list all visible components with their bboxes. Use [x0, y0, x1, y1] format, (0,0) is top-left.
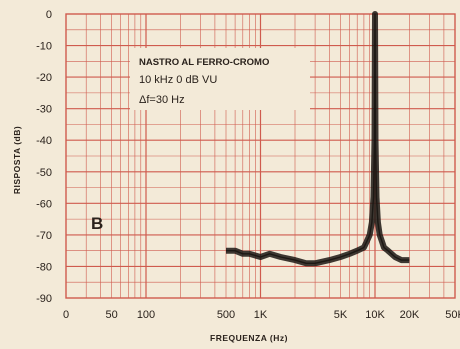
y-tick-label: 0: [46, 9, 52, 21]
x-tick-labels: 0 50 100 500 1K 5K 10K 20K 50K: [63, 309, 460, 321]
x-tick-label: 0: [63, 309, 69, 321]
annotation-line-2: Δf=30 Hz: [139, 94, 185, 106]
y-axis-title: RISPOSTA (dB): [12, 126, 22, 194]
panel-label: B: [91, 214, 103, 233]
series-trace: [226, 13, 410, 264]
x-axis-title: FREQUENZA (Hz): [210, 333, 288, 343]
x-tick-label: 500: [217, 309, 235, 321]
y-tick-labels: 0 -10 -20 -30 -40 -50 -60 -70 -80 -90: [36, 9, 52, 305]
y-tick-label: -20: [36, 72, 52, 84]
annotation-box: NASTRO AL FERRO-CROMO 10 kHz 0 dB VU Δf=…: [130, 48, 310, 110]
x-tick-label: 50K: [445, 309, 460, 321]
y-tick-label: -60: [36, 198, 52, 210]
y-tick-label: -40: [36, 135, 52, 147]
x-tick-label: 1K: [254, 309, 268, 321]
series-layer: [226, 11, 410, 267]
y-tick-label: -70: [36, 230, 52, 242]
y-tick-label: -10: [36, 41, 52, 53]
y-tick-label: -80: [36, 261, 52, 273]
x-tick-label: 5K: [334, 309, 348, 321]
plot-border: [65, 13, 456, 299]
y-tick-label: -50: [36, 167, 52, 179]
annotation-line-1: 10 kHz 0 dB VU: [139, 74, 217, 86]
x-tick-label: 100: [137, 309, 155, 321]
x-tick-label: 50: [105, 309, 117, 321]
y-tick-label: -30: [36, 104, 52, 116]
x-tick-label: 20K: [400, 309, 420, 321]
annotation-title: NASTRO AL FERRO-CROMO: [139, 57, 269, 68]
x-tick-label: 10K: [365, 309, 385, 321]
y-tick-label: -90: [36, 293, 52, 305]
plot-frame: [65, 13, 456, 299]
